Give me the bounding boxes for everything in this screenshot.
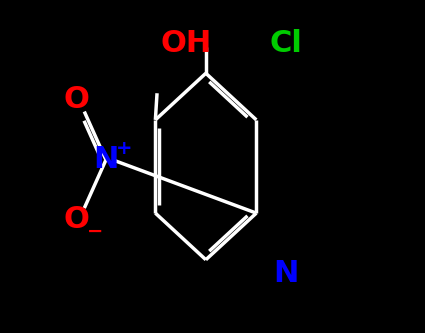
Text: Cl: Cl bbox=[269, 29, 302, 58]
Text: O: O bbox=[63, 205, 89, 234]
Text: −: − bbox=[87, 222, 103, 241]
Text: OH: OH bbox=[160, 29, 212, 58]
Text: O: O bbox=[63, 85, 89, 115]
Text: N: N bbox=[273, 258, 298, 288]
Text: N: N bbox=[93, 145, 119, 174]
Text: +: + bbox=[116, 139, 133, 158]
